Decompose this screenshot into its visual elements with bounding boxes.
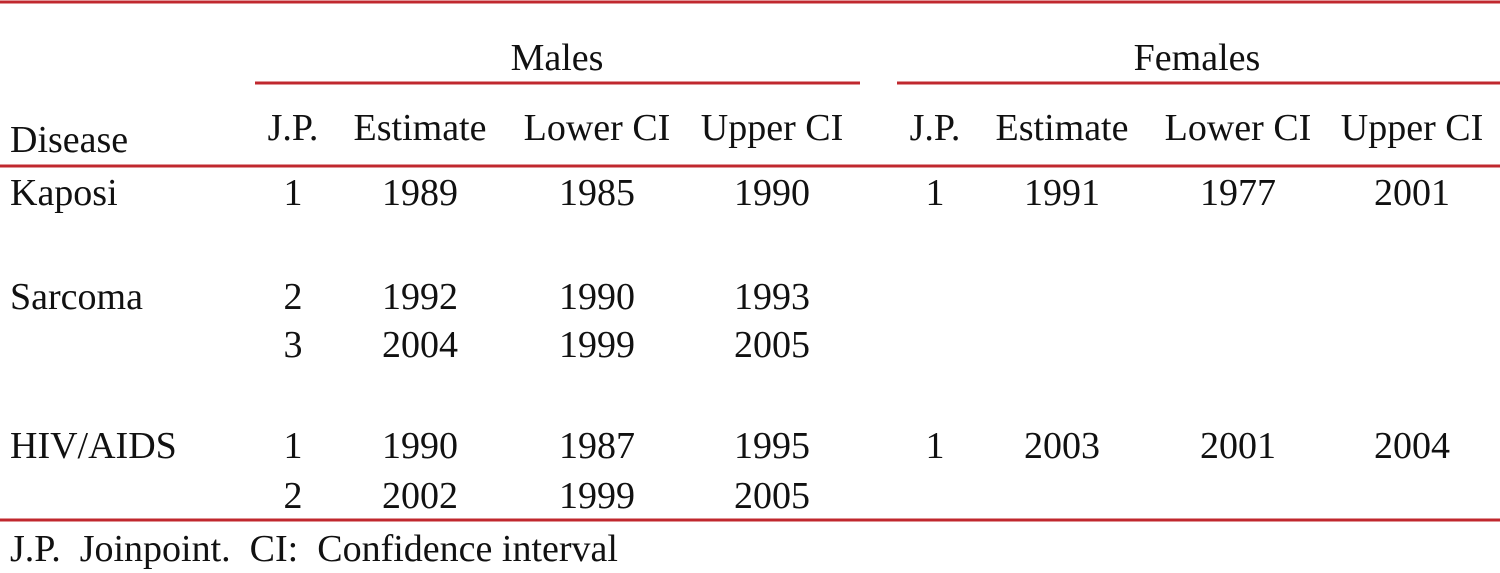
cell: 1989	[382, 172, 458, 214]
cell: 2005	[734, 475, 810, 517]
cell: 2004	[1374, 425, 1450, 467]
cell: 1990	[382, 425, 458, 467]
column-header: J.P.	[268, 107, 319, 149]
cell: 1999	[559, 475, 635, 517]
column-header: J.P.	[910, 107, 961, 149]
cell: 1987	[559, 425, 635, 467]
disease-name: Kaposi	[10, 172, 118, 214]
cell: 2003	[1024, 425, 1100, 467]
cell: 2004	[382, 324, 458, 366]
disease-header: Disease	[10, 119, 128, 161]
cell: 1	[284, 425, 303, 467]
column-header: Upper CI	[701, 107, 843, 149]
column-header: Estimate	[354, 107, 487, 149]
cell: 1977	[1200, 172, 1276, 214]
cell: 2	[284, 276, 303, 318]
cell: 1999	[559, 324, 635, 366]
column-header: Lower CI	[1165, 107, 1312, 149]
cell: 3	[284, 324, 303, 366]
cell: 1	[926, 425, 945, 467]
group-header: Males	[511, 37, 604, 79]
cell: 1	[284, 172, 303, 214]
cell: 1985	[559, 172, 635, 214]
column-header: Upper CI	[1341, 107, 1483, 149]
cell: 2001	[1374, 172, 1450, 214]
column-header: Lower CI	[524, 107, 671, 149]
cell: 1990	[559, 276, 635, 318]
cell: 2005	[734, 324, 810, 366]
cell: 2002	[382, 475, 458, 517]
cell: 1995	[734, 425, 810, 467]
cell: 1993	[734, 276, 810, 318]
cell: 1991	[1024, 172, 1100, 214]
disease-name: Sarcoma	[10, 276, 143, 318]
cell: 1	[926, 172, 945, 214]
footnote: J.P. Joinpoint. CI: Confidence interval	[10, 528, 618, 570]
cell: 2	[284, 475, 303, 517]
cell: 1990	[734, 172, 810, 214]
column-header: Estimate	[996, 107, 1129, 149]
cell: 2001	[1200, 425, 1276, 467]
group-header: Females	[1134, 37, 1261, 79]
disease-name: HIV/AIDS	[10, 425, 177, 467]
cell: 1992	[382, 276, 458, 318]
